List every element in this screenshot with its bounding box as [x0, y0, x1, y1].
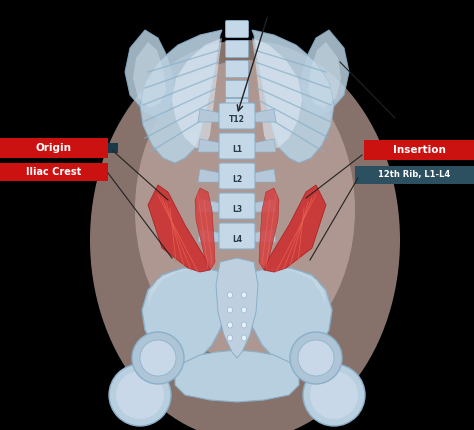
Ellipse shape: [109, 364, 171, 426]
Polygon shape: [172, 38, 222, 148]
Ellipse shape: [241, 322, 246, 328]
Polygon shape: [259, 188, 279, 270]
Polygon shape: [195, 188, 215, 270]
Ellipse shape: [90, 40, 400, 430]
Polygon shape: [253, 199, 276, 212]
Polygon shape: [140, 30, 222, 163]
Ellipse shape: [228, 335, 233, 341]
Polygon shape: [148, 185, 210, 272]
Polygon shape: [237, 268, 332, 364]
Ellipse shape: [241, 307, 246, 313]
Polygon shape: [175, 350, 299, 402]
FancyBboxPatch shape: [219, 193, 255, 219]
Text: L2: L2: [232, 175, 242, 184]
Polygon shape: [269, 268, 326, 308]
FancyBboxPatch shape: [219, 103, 255, 129]
Ellipse shape: [241, 335, 246, 341]
Ellipse shape: [290, 332, 342, 384]
Text: L4: L4: [232, 234, 242, 243]
Polygon shape: [299, 30, 349, 118]
Ellipse shape: [228, 292, 233, 298]
FancyBboxPatch shape: [219, 223, 255, 249]
Ellipse shape: [303, 364, 365, 426]
Polygon shape: [125, 30, 175, 118]
Ellipse shape: [116, 371, 164, 419]
FancyBboxPatch shape: [226, 80, 248, 98]
Polygon shape: [198, 139, 221, 152]
Polygon shape: [198, 229, 221, 242]
FancyBboxPatch shape: [355, 166, 474, 184]
FancyBboxPatch shape: [226, 98, 248, 116]
Ellipse shape: [140, 340, 176, 376]
FancyBboxPatch shape: [219, 163, 255, 189]
Polygon shape: [253, 109, 276, 122]
Polygon shape: [148, 268, 205, 308]
Polygon shape: [253, 139, 276, 152]
Ellipse shape: [132, 332, 184, 384]
Ellipse shape: [310, 371, 358, 419]
Polygon shape: [308, 42, 341, 108]
Polygon shape: [198, 169, 221, 182]
Polygon shape: [198, 109, 221, 122]
Polygon shape: [216, 258, 258, 358]
FancyBboxPatch shape: [108, 143, 118, 153]
FancyBboxPatch shape: [226, 61, 248, 77]
Polygon shape: [133, 42, 166, 108]
Text: Origin: Origin: [36, 143, 72, 153]
Polygon shape: [253, 169, 276, 182]
FancyBboxPatch shape: [226, 21, 248, 37]
Text: Insertion: Insertion: [392, 145, 446, 155]
Polygon shape: [253, 229, 276, 242]
FancyBboxPatch shape: [364, 140, 474, 160]
Ellipse shape: [228, 322, 233, 328]
Polygon shape: [252, 38, 302, 148]
FancyBboxPatch shape: [219, 133, 255, 159]
Ellipse shape: [228, 307, 233, 313]
Polygon shape: [264, 185, 326, 272]
Ellipse shape: [135, 60, 355, 360]
Text: L1: L1: [232, 144, 242, 154]
Text: T12: T12: [229, 114, 245, 123]
Ellipse shape: [241, 292, 246, 298]
FancyBboxPatch shape: [0, 138, 108, 158]
FancyBboxPatch shape: [226, 40, 248, 58]
Ellipse shape: [298, 340, 334, 376]
Polygon shape: [142, 268, 237, 364]
Text: 12th Rib, L1-L4: 12th Rib, L1-L4: [378, 171, 450, 179]
Text: L3: L3: [232, 205, 242, 214]
Text: Iliac Crest: Iliac Crest: [27, 167, 82, 177]
FancyBboxPatch shape: [0, 163, 108, 181]
Polygon shape: [198, 199, 221, 212]
Polygon shape: [252, 30, 334, 163]
